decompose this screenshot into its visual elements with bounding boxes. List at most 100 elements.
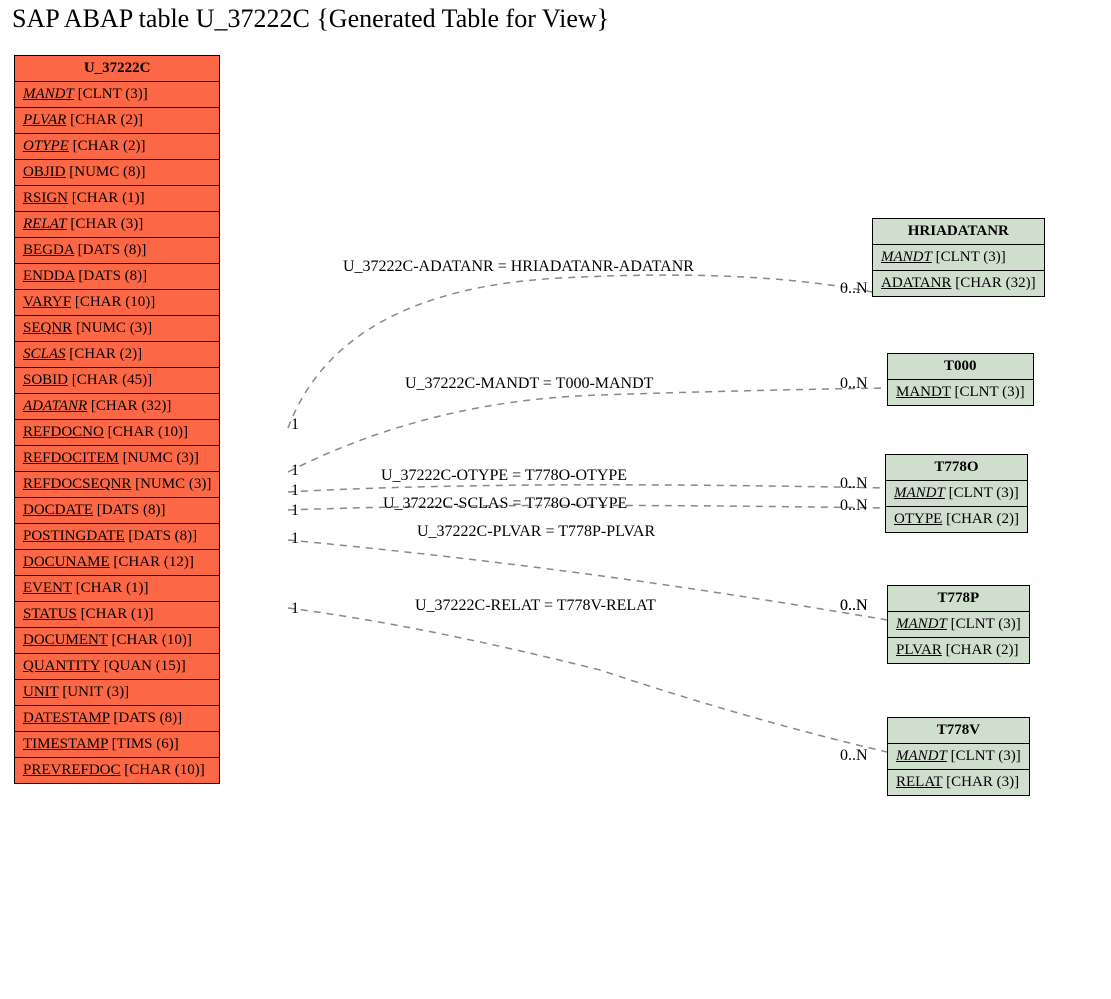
field-name: TIMESTAMP: [23, 736, 108, 752]
cardinality-left: 1: [291, 416, 299, 434]
field-row: ENDDA [DATS (8)]: [15, 264, 220, 290]
cardinality-left: 1: [291, 600, 299, 618]
field-name: RELAT: [23, 216, 67, 232]
field-row: MANDT [CLNT (3)]: [886, 481, 1028, 507]
field-row: PLVAR [CHAR (2)]: [15, 108, 220, 134]
field-row: MANDT [CLNT (3)]: [888, 380, 1034, 406]
entity-header: T000: [888, 354, 1034, 380]
cardinality-right: 0..N: [840, 747, 868, 765]
cardinality-right: 0..N: [840, 375, 868, 393]
edge-label: U_37222C-SCLAS = T778O-OTYPE: [383, 495, 627, 513]
field-row: STATUS [CHAR (1)]: [15, 602, 220, 628]
field-row: PLVAR [CHAR (2)]: [888, 638, 1030, 664]
field-name: MANDT: [894, 485, 945, 501]
relationship-edge: [288, 388, 887, 472]
entity-header: T778O: [886, 455, 1028, 481]
entity-t000: T000MANDT [CLNT (3)]: [887, 353, 1034, 406]
field-name: MANDT: [896, 384, 951, 400]
field-row: DOCDATE [DATS (8)]: [15, 498, 220, 524]
field-name: MANDT: [896, 616, 947, 632]
field-name: SCLAS: [23, 346, 66, 362]
field-name: ENDDA: [23, 268, 75, 284]
field-name: POSTINGDATE: [23, 528, 125, 544]
field-row: VARYF [CHAR (10)]: [15, 290, 220, 316]
field-row: ADATANR [CHAR (32)]: [15, 394, 220, 420]
field-row: EVENT [CHAR (1)]: [15, 576, 220, 602]
field-name: MANDT: [23, 86, 74, 102]
cardinality-right: 0..N: [840, 497, 868, 515]
field-name: DATESTAMP: [23, 710, 110, 726]
field-name: ADATANR: [881, 275, 951, 291]
entity-hriadatanr: HRIADATANRMANDT [CLNT (3)]ADATANR [CHAR …: [872, 218, 1045, 297]
relationship-edge: [288, 485, 885, 492]
field-name: VARYF: [23, 294, 71, 310]
cardinality-left: 1: [291, 502, 299, 520]
field-name: SEQNR: [23, 320, 72, 336]
entity-header: T778P: [888, 586, 1030, 612]
entity-header: U_37222C: [15, 56, 220, 82]
field-name: UNIT: [23, 684, 59, 700]
field-name: OTYPE: [894, 511, 942, 527]
field-name: OTYPE: [23, 138, 69, 154]
field-row: SEQNR [NUMC (3)]: [15, 316, 220, 342]
field-name: PLVAR: [23, 112, 66, 128]
field-name: DOCDATE: [23, 502, 93, 518]
field-row: QUANTITY [QUAN (15)]: [15, 654, 220, 680]
edge-label: U_37222C-PLVAR = T778P-PLVAR: [417, 523, 655, 541]
field-row: REFDOCSEQNR [NUMC (3)]: [15, 472, 220, 498]
field-row: POSTINGDATE [DATS (8)]: [15, 524, 220, 550]
page-title: SAP ABAP table U_37222C {Generated Table…: [12, 4, 609, 34]
field-name: RELAT: [896, 774, 942, 790]
entity-header: T778V: [888, 718, 1030, 744]
edge-label: U_37222C-RELAT = T778V-RELAT: [415, 597, 656, 615]
field-row: DOCUMENT [CHAR (10)]: [15, 628, 220, 654]
field-row: MANDT [CLNT (3)]: [888, 744, 1030, 770]
entity-t778v: T778VMANDT [CLNT (3)]RELAT [CHAR (3)]: [887, 717, 1030, 796]
field-name: REFDOCSEQNR: [23, 476, 131, 492]
field-name: SOBID: [23, 372, 68, 388]
cardinality-right: 0..N: [840, 280, 868, 298]
field-name: REFDOCITEM: [23, 450, 119, 466]
cardinality-left: 1: [291, 462, 299, 480]
cardinality-right: 0..N: [840, 475, 868, 493]
field-name: OBJID: [23, 164, 66, 180]
field-row: DOCUNAME [CHAR (12)]: [15, 550, 220, 576]
field-row: DATESTAMP [DATS (8)]: [15, 706, 220, 732]
cardinality-left: 1: [291, 530, 299, 548]
field-name: MANDT: [896, 748, 947, 764]
field-name: RSIGN: [23, 190, 68, 206]
field-name: DOCUMENT: [23, 632, 108, 648]
field-row: RELAT [CHAR (3)]: [888, 770, 1030, 796]
field-row: MANDT [CLNT (3)]: [15, 82, 220, 108]
field-row: OTYPE [CHAR (2)]: [15, 134, 220, 160]
entity-u_37222c: U_37222CMANDT [CLNT (3)]PLVAR [CHAR (2)]…: [14, 55, 220, 784]
field-row: REFDOCITEM [NUMC (3)]: [15, 446, 220, 472]
field-row: PREVREFDOC [CHAR (10)]: [15, 758, 220, 784]
relationship-edge: [288, 275, 872, 428]
field-row: SCLAS [CHAR (2)]: [15, 342, 220, 368]
field-name: PREVREFDOC: [23, 762, 121, 778]
field-name: PLVAR: [896, 642, 942, 658]
edge-label: U_37222C-ADATANR = HRIADATANR-ADATANR: [343, 258, 694, 276]
field-name: EVENT: [23, 580, 72, 596]
entity-header: HRIADATANR: [873, 219, 1045, 245]
field-row: BEGDA [DATS (8)]: [15, 238, 220, 264]
field-name: ADATANR: [23, 398, 87, 414]
field-row: SOBID [CHAR (45)]: [15, 368, 220, 394]
relationship-edge: [288, 608, 887, 752]
field-row: ADATANR [CHAR (32)]: [873, 271, 1045, 297]
cardinality-left: 1: [291, 482, 299, 500]
field-row: MANDT [CLNT (3)]: [873, 245, 1045, 271]
cardinality-right: 0..N: [840, 597, 868, 615]
field-row: RELAT [CHAR (3)]: [15, 212, 220, 238]
field-name: REFDOCNO: [23, 424, 104, 440]
field-name: MANDT: [881, 249, 932, 265]
entity-t778p: T778PMANDT [CLNT (3)]PLVAR [CHAR (2)]: [887, 585, 1030, 664]
entity-t778o: T778OMANDT [CLNT (3)]OTYPE [CHAR (2)]: [885, 454, 1028, 533]
field-row: OBJID [NUMC (8)]: [15, 160, 220, 186]
field-row: RSIGN [CHAR (1)]: [15, 186, 220, 212]
field-name: STATUS: [23, 606, 77, 622]
edge-label: U_37222C-OTYPE = T778O-OTYPE: [381, 467, 627, 485]
field-row: UNIT [UNIT (3)]: [15, 680, 220, 706]
edge-label: U_37222C-MANDT = T000-MANDT: [405, 375, 653, 393]
